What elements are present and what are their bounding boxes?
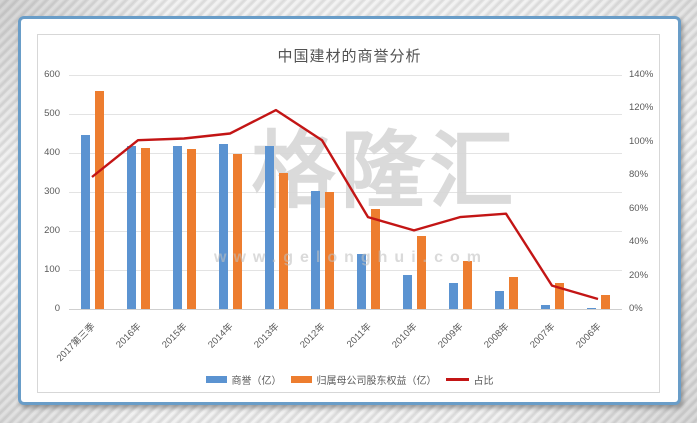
equity-bar-2015年 — [186, 149, 196, 309]
goodwill-bar-2017第三季 — [80, 135, 90, 309]
chart-area: 中国建材的商誉分析 600 500 400 300 200 100 0 140% 120% 10… — [37, 34, 660, 393]
goodwill-bar-2014年 — [218, 144, 228, 309]
legend-item: 归属母公司股东权益（亿） — [290, 372, 437, 387]
ratio-line-plot — [91, 108, 599, 301]
legend-bar-swatch — [290, 376, 312, 383]
legend-line-swatch — [445, 378, 469, 381]
chart-title: 中国建材的商誉分析 — [277, 48, 422, 65]
legend-label: 商誉（亿） — [231, 376, 282, 387]
right-axis-tick-label: 120% — [629, 102, 654, 114]
equity-bar-2012年 — [324, 192, 334, 309]
gridline — [69, 270, 622, 271]
legend-label: 占比 — [473, 376, 494, 387]
equity-bar-2009年 — [462, 261, 472, 309]
watermark-brand-text: 格隆汇 — [251, 124, 519, 218]
legend-label: 归属母公司股东权益（亿） — [316, 376, 437, 387]
equity-bar-2017第三季 — [94, 90, 104, 309]
equity-bar-2016年 — [140, 148, 150, 309]
left-axis-tick-label: 300 — [44, 186, 60, 197]
legend-bar-swatch — [205, 376, 227, 383]
goodwill-bar-2011年 — [356, 253, 366, 309]
legend-item: 商誉（亿） — [205, 372, 282, 387]
equity-bar-2008年 — [508, 277, 518, 309]
right-axis-tick-label: 20% — [629, 269, 649, 281]
watermark-url-text: www.gelonghui.com — [214, 249, 488, 266]
equity-bar-2014年 — [232, 154, 242, 309]
goodwill-bar-2009年 — [448, 282, 458, 309]
ratio-line — [91, 108, 599, 301]
right-axis-tick-label: 140% — [629, 69, 654, 80]
left-axis-tick-label: 400 — [44, 147, 60, 158]
left-axis-tick-label: 0 — [54, 303, 60, 314]
equity-bar-2006年 — [600, 294, 610, 309]
equity-bar-2013年 — [278, 172, 288, 309]
left-axis-tick-label: 500 — [44, 108, 60, 119]
equity-bar-2010年 — [416, 236, 426, 309]
goodwill-bar-2012年 — [310, 190, 320, 309]
equity-bar-2011年 — [370, 208, 380, 309]
goodwill-bar-2013年 — [264, 145, 274, 309]
left-axis-tick-label: 200 — [44, 225, 60, 236]
left-axis-tick-label: 600 — [44, 69, 60, 80]
goodwill-bar-2010年 — [402, 275, 412, 309]
gridline — [69, 231, 622, 232]
right-axis-tick-label: 40% — [629, 236, 649, 248]
right-axis-tick-label: 80% — [629, 169, 649, 181]
legend-item: 占比 — [445, 372, 494, 387]
x-axis-line — [69, 309, 622, 310]
goodwill-bar-2008年 — [494, 290, 504, 309]
goodwill-bar-2016年 — [126, 145, 136, 309]
equity-bar-2007年 — [554, 282, 564, 309]
gridline — [69, 114, 622, 115]
goodwill-bar-2015年 — [172, 145, 182, 309]
right-axis-tick-label: 0% — [629, 303, 643, 314]
gridline — [69, 192, 622, 193]
left-axis-tick-label: 100 — [44, 264, 60, 275]
gridline — [69, 153, 622, 154]
chart-card: 中国建材的商誉分析 600 500 400 300 200 100 0 140% 120% 10… — [18, 16, 681, 405]
right-axis-tick-label: 100% — [629, 135, 654, 147]
right-axis-tick-label: 60% — [629, 202, 649, 214]
gridline — [69, 75, 622, 76]
goodwill-bar-2007年 — [540, 305, 550, 309]
goodwill-bar-2006年 — [586, 308, 596, 309]
chart-legend: 商誉（亿） 归属母公司股东权益（亿） 占比 — [38, 372, 661, 387]
